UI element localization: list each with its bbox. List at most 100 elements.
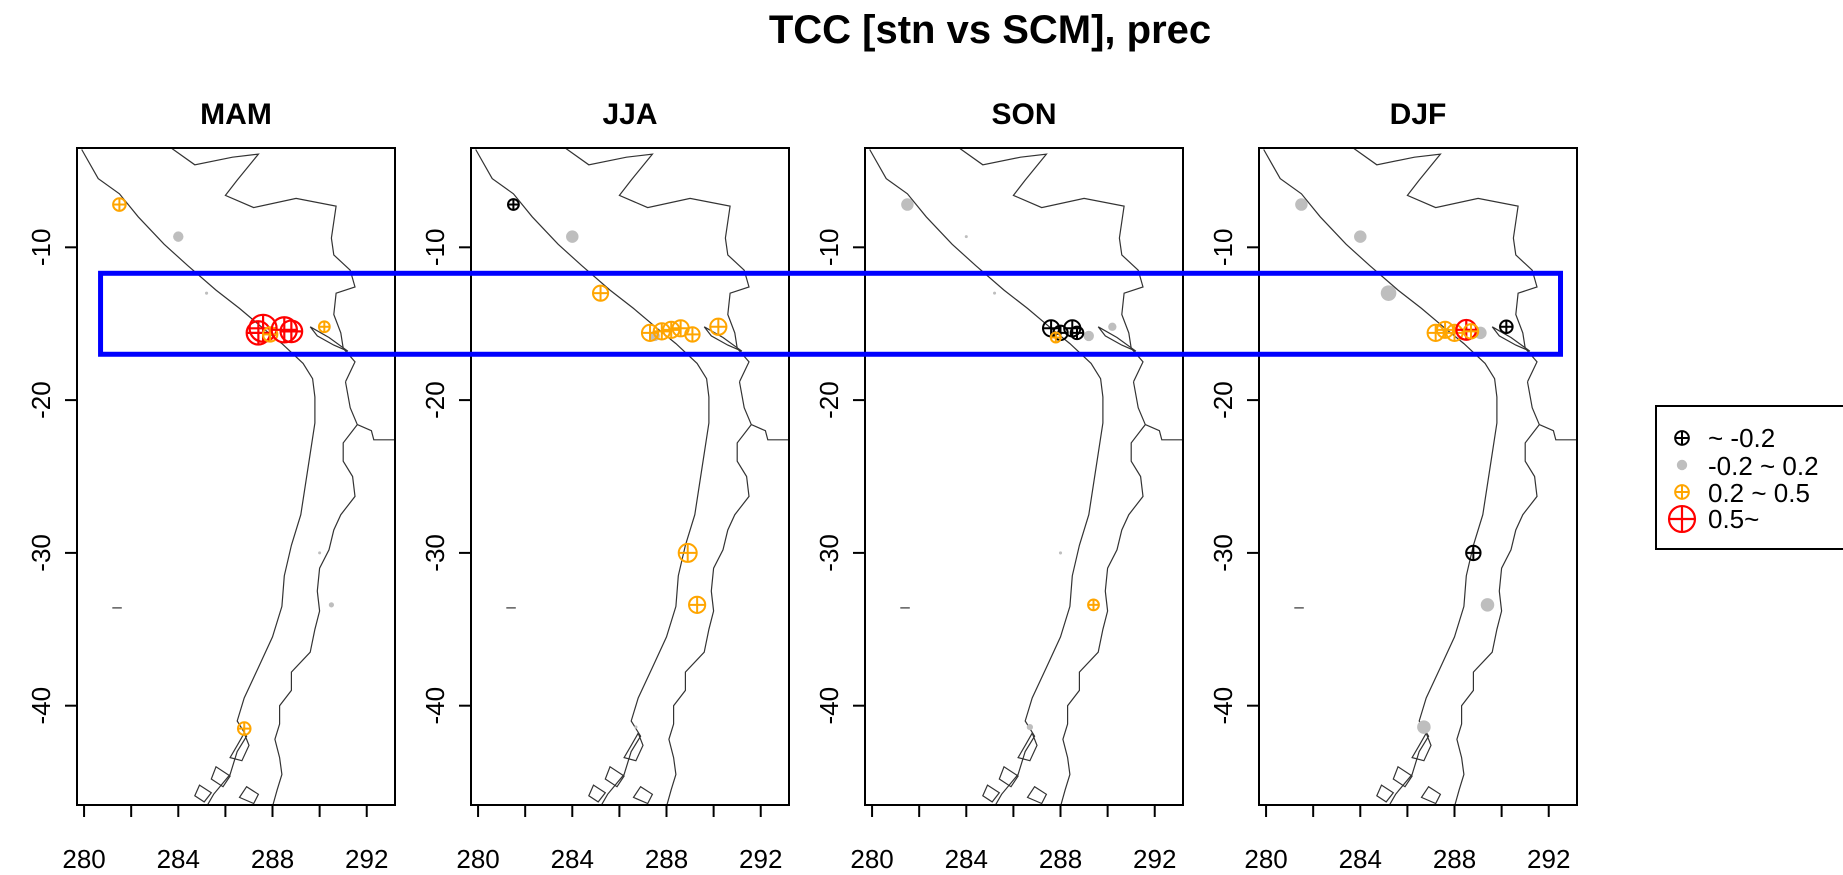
station-marker <box>652 322 671 341</box>
panel-title-djf: DJF <box>1390 98 1447 131</box>
points-djf <box>1295 198 1514 734</box>
island <box>1376 784 1395 803</box>
station-marker <box>1069 325 1085 341</box>
x-tick-label: 292 <box>1133 844 1176 874</box>
x-axis: 280 284 288 292 <box>62 805 388 874</box>
legend-label-neg: ~ -0.2 <box>1708 423 1775 453</box>
panel-title-mam: MAM <box>200 98 272 131</box>
station-marker <box>1354 230 1367 243</box>
island <box>1017 731 1038 762</box>
y-tick-label: -20 <box>26 381 56 419</box>
border <box>1132 381 1183 441</box>
plot-frame <box>864 147 1184 806</box>
station-marker <box>1108 322 1117 331</box>
station-marker <box>173 231 184 242</box>
legend-frame <box>1655 405 1843 550</box>
station-marker <box>662 320 681 339</box>
station-marker <box>1435 320 1455 339</box>
highlight-box <box>98 270 1564 357</box>
border <box>170 148 356 383</box>
points-jja <box>507 198 728 729</box>
station-marker <box>1049 331 1062 344</box>
lake <box>1097 326 1137 352</box>
station-marker <box>684 326 701 343</box>
border <box>272 424 358 805</box>
x-axis: 280 284 288 292 <box>1244 805 1570 874</box>
station-marker <box>1380 285 1397 301</box>
y-tick-label: -10 <box>1208 229 1238 267</box>
legend-symbol-high <box>1667 504 1697 534</box>
island <box>998 765 1019 788</box>
points-son <box>901 198 1117 731</box>
lake <box>309 326 349 352</box>
station-marker <box>640 323 660 342</box>
plot-frame <box>76 147 396 806</box>
station-marker <box>1026 723 1034 731</box>
y-axis: -10 -20 -30 -40 <box>420 229 471 724</box>
panel-mam: MAM 280 284 288 292 -10 -20 -30 -40 <box>26 98 396 874</box>
x-tick-label: 288 <box>251 844 294 874</box>
station-marker <box>1462 323 1480 340</box>
x-tick-label: 284 <box>945 844 988 874</box>
island <box>632 785 654 805</box>
y-axis: -10 -20 -30 -40 <box>26 229 77 724</box>
legend: ~ -0.2 -0.2 ~ 0.2 0.2 ~ 0.5 0.5~ <box>1655 405 1843 550</box>
station-marker <box>566 230 579 243</box>
legend-label-pos: 0.2 ~ 0.5 <box>1708 478 1810 508</box>
island <box>1392 765 1413 788</box>
station-marker <box>1445 323 1464 342</box>
x-axis: 280 284 288 292 <box>456 805 782 874</box>
y-tick-label: -30 <box>420 534 450 572</box>
figure-title: TCC [stn vs SCM], prec <box>769 8 1211 52</box>
station-marker <box>688 595 707 614</box>
island <box>588 784 607 803</box>
y-tick-label: -10 <box>814 229 844 267</box>
map-djf <box>1263 148 1577 805</box>
station-marker <box>204 291 209 295</box>
y-tick-label: -40 <box>1208 687 1238 725</box>
plot-frame <box>1258 147 1578 806</box>
island <box>210 765 231 788</box>
coastline <box>475 149 710 805</box>
y-axis: -10 -20 -30 -40 <box>1208 229 1259 725</box>
station-marker <box>507 198 520 211</box>
island <box>1026 785 1048 805</box>
panel-son: SON 280 284 288 292 -10 -20 -30 -40 <box>814 98 1184 874</box>
station-marker <box>1295 198 1308 211</box>
station-marker <box>591 284 610 302</box>
station-marker <box>993 291 997 295</box>
highlight-rectangle <box>98 270 1564 357</box>
station-marker <box>634 725 638 729</box>
plot-frame <box>470 147 790 806</box>
x-tick-label: 284 <box>157 844 200 874</box>
border <box>958 148 1144 383</box>
y-tick-label: -20 <box>420 381 450 419</box>
border <box>738 381 789 441</box>
station-marker <box>1417 720 1431 734</box>
y-tick-label: -30 <box>814 534 844 572</box>
x-axis: 280 284 288 292 <box>850 805 1176 874</box>
legend-symbol-neg <box>1674 430 1690 446</box>
station-marker <box>1041 319 1061 338</box>
coastline <box>81 149 316 805</box>
border <box>1060 424 1146 805</box>
station-marker <box>279 319 304 344</box>
legend-label-mid: -0.2 ~ 0.2 <box>1708 451 1819 481</box>
station-marker <box>112 197 127 212</box>
station-marker <box>317 320 331 334</box>
station-marker <box>1426 323 1445 342</box>
map-jja <box>475 148 789 805</box>
legend-symbols <box>1667 430 1697 534</box>
x-tick-label: 280 <box>62 844 105 874</box>
station-marker <box>1480 598 1495 612</box>
legend-label-high: 0.5~ <box>1708 504 1759 534</box>
station-marker <box>1083 330 1094 342</box>
island <box>982 784 1001 803</box>
panel-title-son: SON <box>991 98 1056 131</box>
station-marker <box>1499 319 1514 335</box>
station-marker <box>328 602 334 608</box>
legend-symbol-mid <box>1676 459 1688 471</box>
panel-jja: JJA 280 284 288 292 -10 -20 -30 -40 <box>420 98 790 874</box>
